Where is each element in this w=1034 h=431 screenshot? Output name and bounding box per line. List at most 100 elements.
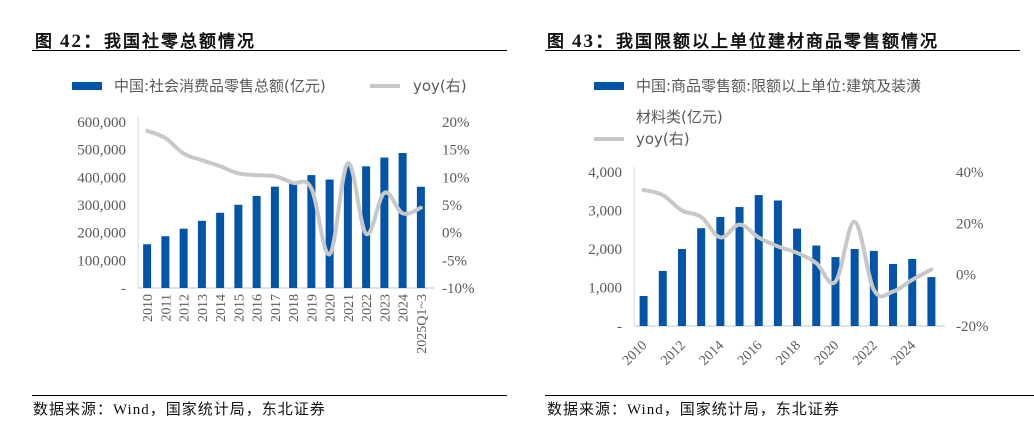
y-left-tick-label: 300,000	[77, 198, 126, 214]
bar-2025Q1~3	[416, 186, 425, 288]
x-tick-label: 2012	[658, 338, 688, 368]
bar-2012	[677, 249, 686, 326]
y-left-tick-label: 500,000	[77, 143, 126, 159]
x-tick-label: 2019	[305, 294, 320, 322]
y-left-tick-label: -	[121, 281, 126, 297]
x-tick-label: 2010	[620, 338, 650, 368]
bar-2013	[197, 220, 206, 288]
x-tick-label: 2024	[397, 294, 412, 322]
figure-number: 43：	[572, 31, 617, 52]
bar-2014	[716, 217, 725, 326]
x-tick-label: 2017	[269, 294, 284, 322]
legend-label: 中国:社会消费品零售总额(亿元)	[114, 77, 326, 95]
x-tick-label: 2013	[196, 294, 211, 322]
bar-2023	[889, 264, 898, 326]
x-tick-label: 2023	[378, 294, 393, 322]
x-tick-label: 2018	[287, 294, 302, 322]
y-right-tick-label: -20%	[956, 319, 989, 335]
bar-2023	[380, 157, 389, 288]
x-tick-label: 2014	[214, 294, 229, 322]
title-rule	[32, 50, 507, 51]
x-tick-label: 2016	[251, 294, 266, 322]
y-right-tick-label: -5%	[442, 253, 467, 269]
legend-bar-swatch	[594, 82, 624, 90]
x-tick-label: 2024	[889, 338, 919, 368]
bar-2016	[754, 195, 763, 326]
bar-2015	[234, 204, 243, 288]
x-tick-label: 2018	[774, 338, 804, 368]
y-right-tick-label: 10%	[442, 170, 470, 186]
bar-2013	[697, 228, 706, 326]
legend-label: 材料类(亿元)	[636, 108, 723, 126]
figure-42-panel: 图 42：我国社零总额情况 中国:社会消费品零售总额(亿元) yoy(右) - 100,…	[32, 26, 507, 418]
bar-2011	[161, 236, 170, 288]
bar-2020	[831, 257, 840, 326]
y-right-tick-label: -10%	[442, 281, 475, 297]
title-rule	[545, 50, 1020, 51]
x-tick-label: 2012	[178, 294, 193, 322]
figure-42-title: 图 42：我国社零总额情况	[35, 26, 256, 53]
bar-2018	[793, 228, 802, 326]
bar-2019	[307, 175, 316, 288]
bar-2020	[325, 179, 334, 288]
bar-2017	[270, 186, 279, 288]
y-left-tick-label: 400,000	[77, 170, 126, 186]
bar-2015	[735, 207, 744, 326]
bar-2012	[179, 228, 188, 288]
y-right-tick-label: 20%	[442, 115, 470, 131]
y-right-tick-label: 40%	[956, 165, 984, 181]
figure-43-panel: 图 43：我国限额以上单位建材商品零售额情况 中国:商品零售额:限额以上单位:建筑…	[520, 0, 1034, 431]
y-left-tick-label: 2,000	[588, 242, 622, 258]
y-left-tick-label: 4,000	[588, 165, 622, 181]
figure-number: 42：	[60, 31, 105, 52]
bar-2010	[143, 244, 152, 288]
source-rule	[545, 395, 1034, 396]
source-rule	[32, 395, 507, 396]
y-right-tick-label: 5%	[442, 198, 462, 214]
y-left-tick-label: 3,000	[588, 204, 622, 220]
bar-2010	[639, 295, 648, 326]
y-left-tick-label: 1,000	[588, 281, 622, 297]
x-tick-label: 2020	[812, 338, 842, 368]
bar-2017	[773, 200, 782, 326]
bar-2022	[362, 166, 371, 288]
x-tick-label: 2016	[735, 338, 765, 368]
figure-43-title: 图 43：我国限额以上单位建材商品零售额情况	[547, 26, 939, 53]
yoy-line	[641, 187, 934, 299]
y-right-tick-label: 20%	[956, 216, 984, 232]
bar-2019	[812, 245, 821, 326]
bar-2014	[216, 212, 225, 288]
chart-42: 中国:社会消费品零售总额(亿元) yoy(右) - 100,000 200,000 300…	[72, 77, 475, 354]
y-left-tick-label: 200,000	[77, 226, 126, 242]
x-tick-label: 2014	[697, 338, 727, 368]
y-left-tick-label: 600,000	[77, 115, 126, 131]
figure-title-text: 我国社零总额情况	[104, 32, 257, 52]
legend-label: yoy(右)	[413, 77, 467, 95]
x-tick-label: 2020	[324, 294, 339, 322]
y-right-tick-label: 0%	[956, 268, 976, 284]
bar-2025	[927, 277, 936, 326]
legend-bar-swatch	[72, 82, 102, 90]
bar-2021	[343, 166, 352, 288]
legend-label: yoy(右)	[636, 130, 690, 148]
yoy-line	[145, 128, 423, 257]
bar-2011	[658, 270, 667, 326]
x-tick-label: 2011	[159, 294, 174, 321]
figure-label: 图	[547, 32, 566, 52]
y-left-tick-label: 100,000	[77, 253, 126, 269]
bar-2024	[398, 153, 407, 288]
x-tick-label: 2021	[342, 294, 357, 322]
x-tick-label: 2010	[141, 294, 156, 322]
figure-label: 图	[35, 32, 54, 52]
bar-2021	[850, 249, 859, 326]
x-tick-label: 2022	[360, 294, 375, 322]
bar-2016	[252, 196, 261, 288]
bar-2018	[289, 182, 298, 288]
figure-title-text: 我国限额以上单位建材商品零售额情况	[616, 32, 940, 52]
source-note: 数据来源：Wind，国家统计局，东北证券	[33, 402, 326, 418]
bar-2024	[908, 259, 917, 326]
legend-label: 中国:商品零售额:限额以上单位:建筑及装潢	[636, 77, 921, 95]
x-tick-label: 2025Q1~3	[415, 294, 430, 354]
source-note: 数据来源：Wind，国家统计局，东北证券	[547, 402, 840, 418]
